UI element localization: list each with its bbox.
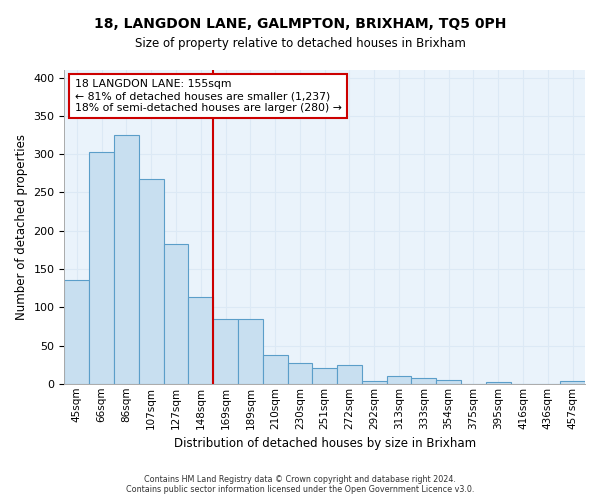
Text: Size of property relative to detached houses in Brixham: Size of property relative to detached ho… [134, 38, 466, 51]
Bar [89, 152, 114, 384]
Y-axis label: Number of detached properties: Number of detached properties [15, 134, 28, 320]
Text: 18 LANGDON LANE: 155sqm
← 81% of detached houses are smaller (1,237)
18% of semi: 18 LANGDON LANE: 155sqm ← 81% of detache… [75, 80, 341, 112]
Bar [238, 318, 263, 384]
Bar [486, 382, 511, 384]
Bar [287, 363, 313, 384]
Bar [412, 378, 436, 384]
Bar [139, 178, 164, 384]
Bar [436, 380, 461, 384]
Bar [213, 318, 238, 384]
Text: Contains public sector information licensed under the Open Government Licence v3: Contains public sector information licen… [126, 484, 474, 494]
Bar [263, 356, 287, 384]
Bar [337, 364, 362, 384]
Bar [386, 376, 412, 384]
Bar [188, 298, 213, 384]
Bar [362, 382, 386, 384]
Bar [164, 244, 188, 384]
Bar [560, 382, 585, 384]
Bar [64, 280, 89, 384]
X-axis label: Distribution of detached houses by size in Brixham: Distribution of detached houses by size … [173, 437, 476, 450]
Text: 18, LANGDON LANE, GALMPTON, BRIXHAM, TQ5 0PH: 18, LANGDON LANE, GALMPTON, BRIXHAM, TQ5… [94, 18, 506, 32]
Bar [313, 368, 337, 384]
Bar [114, 135, 139, 384]
Text: Contains HM Land Registry data © Crown copyright and database right 2024.: Contains HM Land Registry data © Crown c… [144, 475, 456, 484]
